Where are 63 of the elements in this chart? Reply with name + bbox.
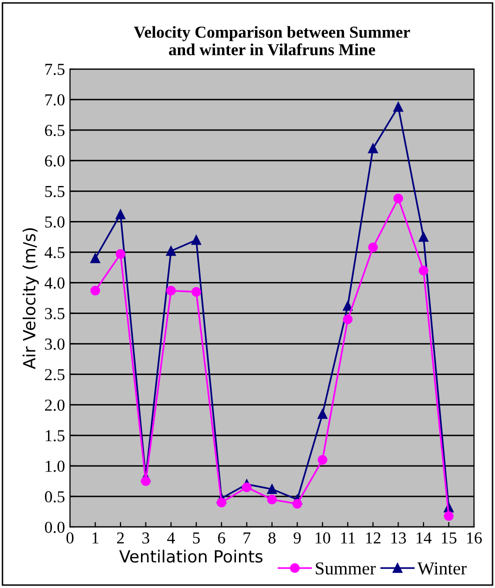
x-axis-title: Ventilation Points [119,550,262,563]
y-tick-label: 1.5 [46,430,64,442]
point [342,314,353,324]
x-tick-label: 3 [142,532,150,544]
y-tick-label: 7.5 [45,64,64,76]
point [90,253,100,264]
point [191,235,202,245]
y-tick-label: 7.0 [45,94,65,106]
point [116,249,126,259]
y-tick-label: 3.0 [45,338,65,350]
x-tick-label: 9 [294,532,301,544]
x-tick-label: 13 [391,532,406,544]
point [90,286,100,296]
x-tick-label: 5 [193,532,200,544]
point [418,232,428,242]
y-tick-label: 2.0 [45,400,65,411]
y-tick-label: 0.0 [44,522,65,534]
point [368,144,378,154]
legend-label: Winter [417,562,467,575]
x-tick-label: 16 [467,532,482,544]
point [116,209,126,220]
x-tick-label: 0 [66,532,74,544]
x-tick-label: 1 [92,532,98,544]
point [292,498,302,509]
x-tick-label: 6 [218,532,226,544]
y-tick-label: 4.0 [44,277,65,289]
legend-label: Summer [316,562,376,575]
point [166,246,176,256]
point [393,102,404,112]
y-tick-label: 5.0 [45,216,65,228]
point [318,454,328,465]
y-tick-label: 4.5 [44,247,64,258]
x-tick-label: 7 [244,532,250,544]
x-tick-label: 8 [268,532,276,544]
y-tick-label: 3.5 [45,308,64,320]
point [216,498,226,508]
point [191,287,202,297]
point [242,482,252,492]
x-tick-label: 10 [316,532,330,544]
point [140,476,151,486]
point [267,484,277,494]
point [393,194,404,204]
x-tick-label: 4 [167,532,175,544]
x-tick-label: 2 [117,532,124,544]
y-axis-title: Air Velocity (m/s) [22,228,39,370]
x-tick-label: 11 [341,532,355,544]
x-tick-label: 15 [442,532,456,544]
chart-title: Velocity Comparison between Summer and winter in Vilafruns Mine [134,26,410,56]
y-tick-label: 2.5 [45,369,64,380]
point [267,494,277,504]
point [368,242,378,252]
point [166,286,176,296]
point [318,409,328,419]
x-tick-label: 12 [366,532,380,544]
x-tick-label: 14 [416,532,432,544]
point [418,266,428,276]
y-tick-label: 5.5 [45,186,64,198]
y-tick-label: 1.0 [46,460,65,472]
y-tick-label: 6.5 [45,124,64,136]
y-tick-label: 0.5 [44,491,64,502]
point [444,511,454,521]
y-tick-label: 6.0 [45,155,65,167]
point [342,301,353,311]
